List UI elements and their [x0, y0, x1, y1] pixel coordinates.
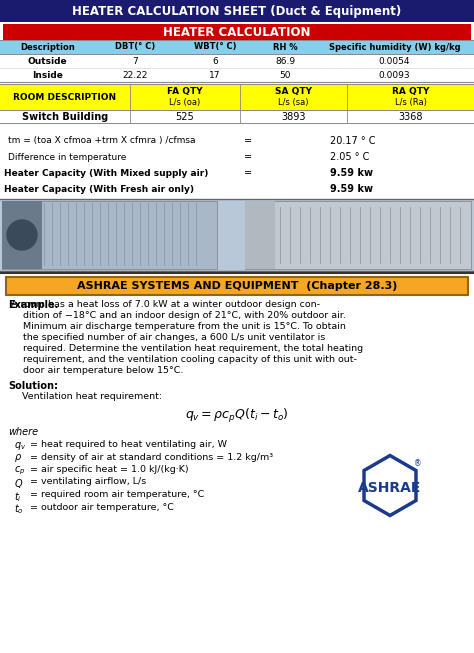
Text: Description: Description — [20, 42, 75, 52]
Bar — [6, 277, 468, 295]
Text: = required room air temperature, °C: = required room air temperature, °C — [30, 490, 204, 499]
Text: DBT(° C): DBT(° C) — [115, 42, 155, 52]
Text: A room has a heat loss of 7.0 kW at a winter outdoor design con-: A room has a heat loss of 7.0 kW at a wi… — [8, 300, 320, 309]
Text: WBT(° C): WBT(° C) — [194, 42, 236, 52]
Text: SA QTY: SA QTY — [275, 88, 312, 96]
Text: RA QTY: RA QTY — [392, 88, 429, 96]
Text: 17: 17 — [209, 71, 221, 80]
Bar — [0, 199, 474, 271]
Text: 9.59 kw: 9.59 kw — [330, 184, 373, 194]
Text: tm = (toa X cfmoa +trm X cfmra ) /cfmsa: tm = (toa X cfmoa +trm X cfmra ) /cfmsa — [8, 136, 195, 146]
Text: FA QTY: FA QTY — [167, 88, 203, 96]
Text: ®: ® — [414, 459, 422, 468]
Bar — [0, 68, 474, 82]
Bar — [2, 201, 217, 269]
Text: Heater Capacity (With Mixed supply air): Heater Capacity (With Mixed supply air) — [4, 168, 209, 178]
Text: 2.05 ° C: 2.05 ° C — [330, 152, 369, 162]
Text: 525: 525 — [176, 112, 194, 121]
Text: $t_o$: $t_o$ — [14, 503, 24, 517]
Bar — [3, 24, 471, 40]
Text: 22.22: 22.22 — [122, 71, 148, 80]
Text: 86.9: 86.9 — [275, 57, 295, 65]
Text: Heater Capacity (With Fresh air only): Heater Capacity (With Fresh air only) — [4, 185, 194, 193]
Bar — [0, 273, 474, 653]
Text: ASHRAE: ASHRAE — [358, 481, 422, 496]
Text: Minimum air discharge temperature from the unit is 15°C. To obtain: Minimum air discharge temperature from t… — [8, 322, 346, 331]
Text: 50: 50 — [279, 71, 291, 80]
Text: L/s (sa): L/s (sa) — [278, 98, 309, 107]
Text: 3368: 3368 — [398, 112, 423, 121]
Bar — [0, 22, 474, 24]
Bar — [0, 110, 474, 123]
Text: ROOM DESCRIPTION: ROOM DESCRIPTION — [13, 93, 117, 101]
Text: =: = — [244, 152, 252, 162]
Text: Difference in temperature: Difference in temperature — [8, 153, 127, 161]
Text: HEATER CALCULATION SHEET (Duct & Equipment): HEATER CALCULATION SHEET (Duct & Equipme… — [73, 5, 401, 18]
Text: = air specific heat = 1.0 kJ/(kg·K): = air specific heat = 1.0 kJ/(kg·K) — [30, 465, 189, 474]
Bar — [0, 54, 474, 68]
Bar — [0, 40, 474, 54]
Text: =: = — [244, 136, 252, 146]
Text: Ventilation heat requirement:: Ventilation heat requirement: — [22, 392, 162, 401]
Text: 9.59 kw: 9.59 kw — [330, 168, 373, 178]
Text: 0.0054: 0.0054 — [379, 57, 410, 65]
Text: required. Determine the ventilation heat requirement, the total heating: required. Determine the ventilation heat… — [8, 344, 363, 353]
Text: Specific humidity (W) kg/kg: Specific humidity (W) kg/kg — [328, 42, 460, 52]
Bar — [245, 201, 275, 269]
Circle shape — [7, 220, 37, 250]
Bar — [245, 201, 471, 269]
Text: L/s (oa): L/s (oa) — [169, 98, 201, 107]
Text: dition of −18°C and an indoor design of 21°C, with 20% outdoor air.: dition of −18°C and an indoor design of … — [8, 311, 346, 320]
Text: 7: 7 — [132, 57, 138, 65]
Text: Example.: Example. — [8, 300, 58, 310]
Text: = heat required to heat ventilating air, W: = heat required to heat ventilating air,… — [30, 440, 227, 449]
Text: $q_v$: $q_v$ — [14, 440, 26, 452]
Text: $t_i$: $t_i$ — [14, 490, 22, 504]
Bar — [0, 0, 474, 22]
Text: $q_v = \rho c_p Q(t_i - t_o)$: $q_v = \rho c_p Q(t_i - t_o)$ — [185, 407, 289, 425]
Text: $Q$: $Q$ — [14, 477, 23, 490]
Text: 6: 6 — [212, 57, 218, 65]
Text: $c_p$: $c_p$ — [14, 465, 25, 477]
Text: the specified number of air changes, a 600 L/s unit ventilator is: the specified number of air changes, a 6… — [8, 333, 325, 342]
Text: RH %: RH % — [273, 42, 297, 52]
Bar — [0, 84, 474, 110]
Bar — [0, 123, 474, 213]
Text: Inside: Inside — [32, 71, 63, 80]
Bar — [2, 201, 42, 269]
Text: 3893: 3893 — [281, 112, 306, 121]
Text: 0.0093: 0.0093 — [379, 71, 410, 80]
Text: =: = — [244, 168, 252, 178]
Text: = ventilating airflow, L/s: = ventilating airflow, L/s — [30, 477, 146, 486]
Text: Switch Building: Switch Building — [22, 112, 108, 121]
Text: = density of air at standard conditions = 1.2 kg/m³: = density of air at standard conditions … — [30, 453, 273, 462]
Text: where: where — [8, 427, 38, 437]
Text: Outside: Outside — [27, 57, 67, 65]
Text: door air temperature below 15°C.: door air temperature below 15°C. — [8, 366, 183, 375]
Text: requirement, and the ventilation cooling capacity of this unit with out-: requirement, and the ventilation cooling… — [8, 355, 357, 364]
Text: L/s (Ra): L/s (Ra) — [394, 98, 427, 107]
Text: 20.17 ° C: 20.17 ° C — [330, 136, 375, 146]
Text: Solution:: Solution: — [8, 381, 58, 391]
Text: = outdoor air temperature, °C: = outdoor air temperature, °C — [30, 503, 174, 511]
Text: $\rho$: $\rho$ — [14, 453, 22, 464]
Text: HEATER CALCULATION: HEATER CALCULATION — [163, 25, 311, 39]
Text: ASHRAE SYSTEMS AND EQUIPMENT  (Chapter 28.3): ASHRAE SYSTEMS AND EQUIPMENT (Chapter 28… — [77, 281, 397, 291]
